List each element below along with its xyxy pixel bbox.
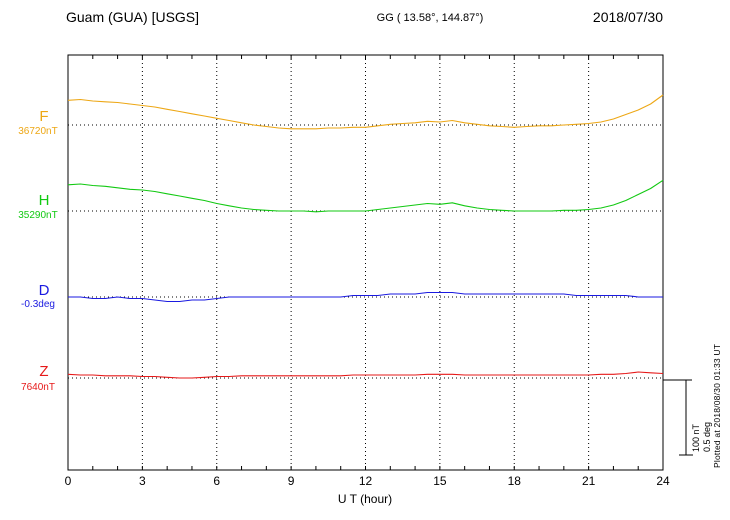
scale-nt-label: 100 nT (691, 423, 701, 452)
trace-D (68, 291, 663, 303)
station-title: Guam (GUA) [USGS] (66, 9, 200, 25)
x-tick-label-24: 24 (656, 474, 670, 488)
trace-letter-H: H (38, 192, 50, 209)
scale-bar-labels: 100 nT 0.5 deg (691, 390, 713, 452)
trace-letter-F: F (39, 108, 49, 125)
scale-deg-label: 0.5 deg (702, 421, 712, 452)
x-tick-label-12: 12 (358, 474, 373, 488)
trace-baseline-value-D: -0.3deg (21, 299, 55, 310)
x-axis-title: U T (hour) (337, 492, 393, 506)
trace-baseline-value-F: 36720nT (18, 126, 58, 137)
x-axis-tick-labels: 0 3 6 9 12 15 18 21 24 (0, 474, 730, 488)
plot-date: 2018/07/30 (592, 9, 663, 25)
x-tick-label-6: 6 (213, 474, 221, 488)
trace-labels-column: F 36720nT H 35290nT D -0.3deg Z 7640nT (0, 0, 70, 520)
x-tick-label-21: 21 (581, 474, 596, 488)
plotted-at-note: Plotted at 2018/08/30 01:33 UT (712, 343, 722, 468)
x-tick-label-18: 18 (507, 474, 521, 488)
x-tick-label-0: 0 (64, 474, 72, 488)
station-coordinates: GG ( 13.58°, 144.87°) (376, 12, 484, 24)
trace-baseline-value-H: 35290nT (18, 210, 58, 221)
x-tick-label-9: 9 (287, 474, 295, 488)
trace-letter-Z: Z (39, 363, 49, 380)
trace-Z (67, 371, 664, 379)
x-tick-label-3: 3 (139, 474, 146, 488)
x-tick-label-15: 15 (433, 474, 447, 488)
trace-F (67, 94, 664, 130)
trace-baseline-value-Z: 7640nT (21, 382, 55, 393)
trace-letter-D: D (38, 282, 50, 299)
trace-H (67, 179, 664, 213)
